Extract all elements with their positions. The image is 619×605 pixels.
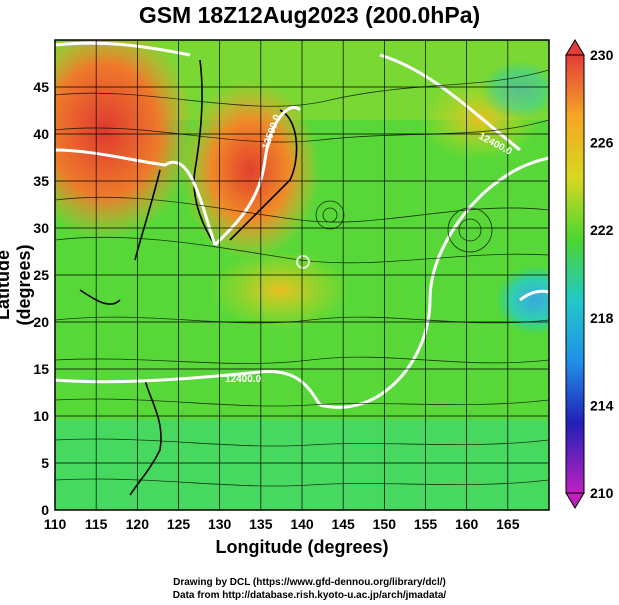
y-tick-label: 5 — [41, 455, 49, 471]
y-tick-label: 15 — [33, 361, 49, 377]
y-axis-ticks: 0 5 10 15 20 25 30 35 40 45 — [33, 79, 49, 518]
x-tick-label: 155 — [414, 516, 438, 532]
colorbar-min-arrow — [565, 492, 585, 509]
x-tick-label: 125 — [167, 516, 191, 532]
plot-frame — [54, 39, 550, 511]
x-tick-label: 150 — [373, 516, 397, 532]
credit-data: Data from http://database.rish.kyoto-u.a… — [172, 590, 447, 601]
colorbar: 230 226 222 218 214 210 — [565, 39, 614, 509]
x-tick-label: 135 — [249, 516, 273, 532]
x-tick-label: 110 — [44, 516, 67, 532]
colorbar-tick-label: 210 — [590, 485, 614, 501]
map-grid — [55, 40, 549, 510]
contour-label: 12400.0 — [225, 374, 262, 385]
x-tick-label: 165 — [496, 516, 520, 532]
colorbar-tick-label: 218 — [590, 310, 614, 326]
colorbar-tick-label: 230 — [590, 47, 614, 63]
x-axis-label: Longitude (degrees) — [215, 537, 389, 557]
y-tick-label: 25 — [33, 267, 49, 283]
y-tick-label: 30 — [33, 220, 49, 236]
colorbar-max-arrow — [565, 39, 585, 56]
colorbar-gradient — [565, 54, 585, 494]
x-tick-label: 140 — [290, 516, 314, 532]
y-tick-label: 20 — [33, 314, 49, 330]
x-tick-label: 145 — [331, 516, 355, 532]
x-tick-label: 115 — [85, 516, 108, 532]
y-tick-label: 35 — [33, 173, 49, 189]
chart-title: GSM 18Z12Aug2023 (200.0hPa) — [138, 2, 481, 28]
colorbar-tick-label: 226 — [590, 135, 614, 151]
x-tick-label: 130 — [208, 516, 232, 532]
y-tick-label: 40 — [33, 126, 49, 142]
colorbar-tick-label: 214 — [590, 397, 614, 413]
coastlines — [79, 59, 298, 496]
y-axis-label: Latitude (degrees) — [0, 244, 34, 326]
y-tick-label: 0 — [41, 502, 49, 518]
x-tick-label: 120 — [126, 516, 150, 532]
credit-drawing: Drawing by DCL (https://www.gfd-dennou.o… — [173, 577, 446, 588]
y-tick-label: 45 — [33, 79, 49, 95]
colorbar-tick-label: 222 — [590, 222, 614, 238]
y-tick-label: 10 — [33, 408, 49, 424]
x-axis-ticks: 110 115 120 125 130 135 140 145 150 155 160 165 — [44, 516, 520, 532]
x-tick-label: 160 — [455, 516, 479, 532]
